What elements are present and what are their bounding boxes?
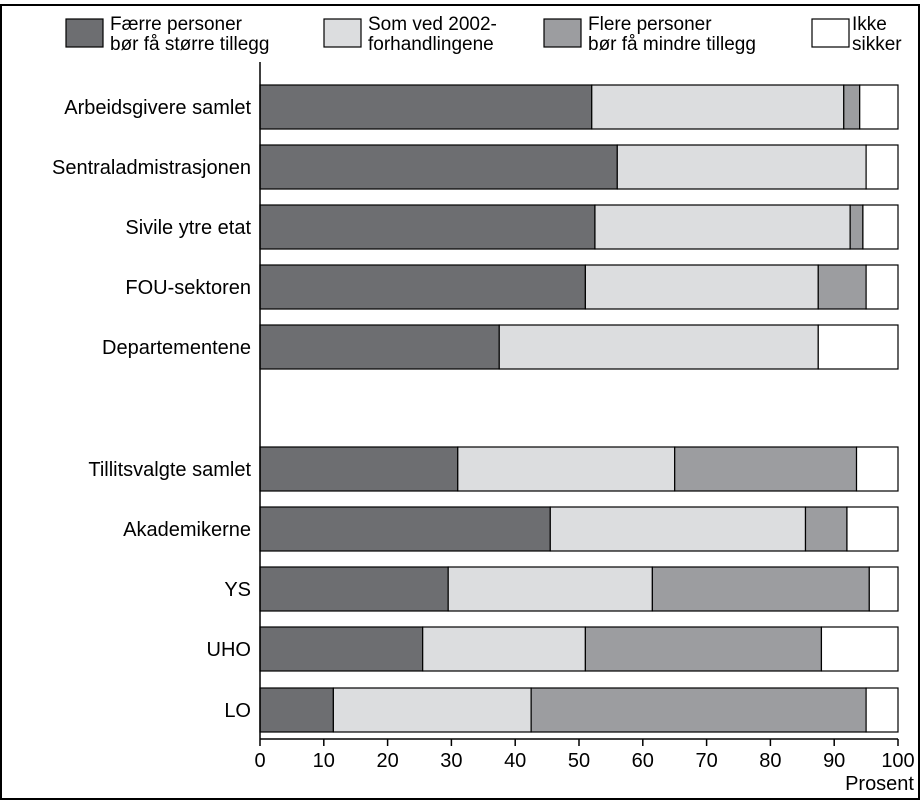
- bar-segment: [584, 626, 823, 672]
- x-tick-label: 20: [376, 750, 398, 772]
- cropped-title-strip: [0, 0, 921, 5]
- bar-segment: [259, 264, 586, 310]
- legend-swatch: [543, 18, 582, 48]
- x-tick-label: 40: [504, 750, 526, 772]
- legend-swatch: [811, 18, 850, 48]
- x-tick-label: 0: [254, 750, 265, 772]
- bar-segment: [447, 566, 653, 612]
- chart-frame: [0, 4, 920, 800]
- bar-segment: [259, 687, 334, 733]
- x-tick-label: 30: [440, 750, 462, 772]
- x-axis-title: Prosent: [845, 773, 914, 795]
- bar-segment: [849, 204, 864, 250]
- x-tick-label: 70: [695, 750, 717, 772]
- bar-segment: [259, 204, 596, 250]
- bar-segment: [422, 626, 586, 672]
- bar-segment: [594, 204, 851, 250]
- bar-segment: [259, 324, 500, 370]
- x-tick-label: 50: [568, 750, 590, 772]
- bar-segment: [865, 687, 899, 733]
- legend-label: Færre personer: [110, 14, 243, 35]
- bar-segment: [651, 566, 870, 612]
- category-label: YS: [224, 579, 251, 601]
- bar-segment: [457, 446, 676, 492]
- category-label: Departementene: [102, 337, 251, 359]
- legend-label: bør få større tillegg: [110, 34, 269, 55]
- legend-swatch: [323, 18, 362, 48]
- bar-segment: [616, 144, 867, 190]
- category-label: Sentraladmistrasjonen: [52, 157, 251, 179]
- legend-label: Som ved 2002-: [368, 14, 497, 35]
- category-label: Sivile ytre etat: [125, 217, 251, 239]
- bar-segment: [843, 84, 861, 130]
- category-label: UHO: [207, 639, 251, 661]
- bar-segment: [846, 506, 899, 552]
- bar-segment: [865, 144, 899, 190]
- bar-segment: [591, 84, 845, 130]
- bar-segment: [549, 506, 807, 552]
- x-tick-label: 10: [313, 750, 335, 772]
- x-tick-label: 80: [759, 750, 781, 772]
- bar-segment: [804, 506, 848, 552]
- category-label: Tillitsvalgte samlet: [88, 459, 251, 481]
- bars-area: [259, 84, 899, 733]
- bar-segment: [862, 204, 899, 250]
- bar-segment: [817, 264, 867, 310]
- bar-segment: [498, 324, 819, 370]
- bar-segment: [259, 144, 618, 190]
- legend-label: bør få mindre tillegg: [588, 34, 756, 55]
- legend-label: Ikke: [852, 14, 887, 35]
- bar-segment: [332, 687, 532, 733]
- bar-segment: [868, 566, 899, 612]
- bar-segment: [259, 506, 551, 552]
- x-tick-label: 90: [823, 750, 845, 772]
- bar-segment: [584, 264, 819, 310]
- x-tick-label: 100: [881, 750, 914, 772]
- category-label: FOU-sektoren: [125, 277, 251, 299]
- bar-segment: [865, 264, 899, 310]
- category-label: LO: [224, 700, 251, 722]
- x-tick-label: 60: [632, 750, 654, 772]
- category-label: Akademikerne: [123, 519, 251, 541]
- legend-swatch: [65, 18, 104, 48]
- bar-segment: [259, 566, 449, 612]
- bar-segment: [859, 84, 899, 130]
- bar-segment: [855, 446, 899, 492]
- bar-segment: [259, 446, 459, 492]
- bar-segment: [820, 626, 899, 672]
- category-label: Arbeidsgivere samlet: [64, 97, 251, 119]
- legend-label: sikker: [852, 34, 902, 55]
- bar-segment: [259, 84, 593, 130]
- legend-label: Flere personer: [588, 14, 712, 35]
- category-labels: Arbeidsgivere samlet Sentraladmistrasjone…: [52, 97, 251, 722]
- legend-label: forhandlingene: [368, 34, 494, 55]
- bar-segment: [817, 324, 899, 370]
- bar-segment: [674, 446, 858, 492]
- bar-segment: [259, 626, 424, 672]
- bar-segment: [530, 687, 867, 733]
